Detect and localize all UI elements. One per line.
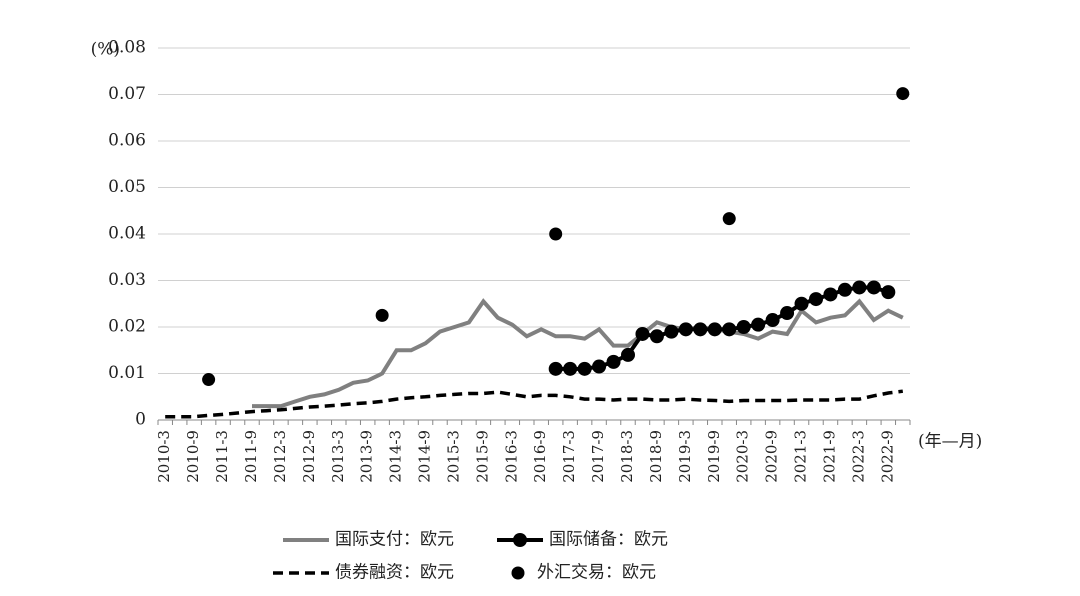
x-tick-label: 2019-3: [676, 430, 694, 483]
y-tick-label: 0.05: [108, 177, 146, 197]
series-line: [252, 298, 904, 409]
x-tick-label: 2010-9: [184, 430, 202, 483]
y-axis-label: (%): [91, 40, 120, 60]
data-point: [621, 347, 635, 362]
y-tick-label: 0: [135, 410, 146, 430]
y-tick-label: 0.02: [108, 317, 146, 337]
y-tick-label: 0.04: [108, 224, 146, 244]
x-tick-label: 2017-9: [589, 430, 607, 483]
data-point: [765, 313, 780, 328]
x-tick-label: 2022-9: [878, 430, 896, 483]
data-point: [736, 320, 751, 334]
data-point: [664, 324, 679, 339]
legend-label: 国际储备：欧元: [549, 530, 668, 550]
x-tick-label: 2012-9: [300, 430, 318, 483]
data-point: [852, 280, 867, 295]
legend-label: 债券融资：欧元: [335, 563, 454, 583]
x-tick-label: 2013-9: [358, 430, 376, 483]
x-tick-label: 2019-9: [705, 430, 723, 483]
data-point: [635, 326, 650, 341]
data-point: [794, 296, 809, 311]
y-tick-label: 0.08: [108, 38, 146, 58]
y-tick-label: 0.03: [108, 270, 146, 290]
data-point: [678, 322, 693, 337]
x-tick-label: 2018-9: [647, 430, 665, 483]
x-tick-label: 2012-3: [271, 430, 289, 483]
data-point: [649, 329, 664, 344]
x-tick-label: 2017-3: [560, 430, 578, 483]
x-tick-label: 2016-9: [531, 430, 549, 483]
x-tick-label: 2013-3: [329, 430, 347, 483]
y-tick-label: 0.07: [108, 84, 146, 104]
data-point: [780, 306, 795, 321]
legend-symbol: [513, 533, 527, 547]
data-point: [823, 287, 838, 302]
x-tick-label: 2020-3: [734, 430, 752, 483]
series-line: [165, 389, 904, 419]
data-point: [548, 361, 563, 376]
data-point: [751, 317, 766, 332]
x-tick-label: 2015-3: [444, 430, 462, 483]
data-point: [881, 285, 896, 300]
x-tick-label: 2011-3: [213, 430, 231, 483]
data-point: [549, 227, 563, 241]
data-point: [866, 280, 881, 295]
x-tick-label: 2016-3: [502, 430, 520, 483]
data-point: [707, 322, 722, 337]
x-tick-label: 2010-3: [155, 430, 173, 483]
legend-symbol: [511, 566, 525, 580]
x-axis-label: (年—月): [918, 432, 982, 452]
y-tick-label: 0.06: [108, 131, 146, 151]
legend-label: 外汇交易：欧元: [537, 563, 656, 583]
data-point: [809, 292, 823, 307]
legend-label: 国际支付：欧元: [335, 530, 454, 550]
x-tick-label: 2011-9: [242, 430, 260, 483]
data-point: [896, 87, 910, 101]
x-tick-label: 2014-9: [416, 430, 434, 483]
y-tick-label: 0.01: [108, 363, 146, 383]
data-point: [722, 322, 737, 337]
x-tick-label: 2018-3: [618, 430, 636, 483]
x-tick-label: 2014-3: [387, 430, 405, 483]
data-point: [375, 308, 389, 322]
series-line: [555, 285, 889, 371]
data-point: [592, 359, 607, 374]
x-tick-label: 2015-9: [473, 430, 491, 483]
data-point: [202, 373, 216, 387]
data-point: [693, 322, 708, 337]
x-tick-label: 2022-3: [849, 430, 867, 483]
x-tick-label: 2021-9: [820, 430, 838, 483]
data-point: [837, 282, 852, 297]
data-point: [577, 361, 592, 376]
x-tick-label: 2021-3: [792, 430, 810, 483]
data-point: [606, 354, 621, 369]
data-point: [722, 212, 736, 226]
data-point: [563, 361, 578, 376]
x-tick-label: 2020-9: [763, 430, 781, 483]
